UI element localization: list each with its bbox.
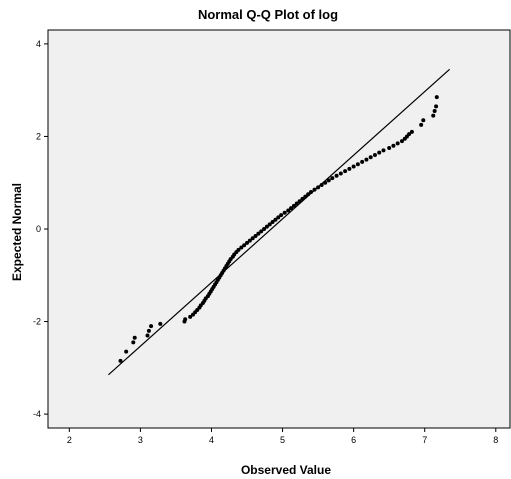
x-tick-label: 6 [351,435,356,445]
data-point [264,224,269,229]
data-point [387,146,392,151]
data-point [323,180,328,185]
data-point [183,317,188,322]
data-point [395,141,400,146]
data-point [300,196,305,201]
data-point [399,139,404,144]
x-axis: 2 3 4 5 6 7 8 [67,428,498,445]
data-point [308,189,313,194]
y-tick-label: -2 [33,317,41,327]
data-point [289,206,294,211]
data-point [245,240,250,245]
data-point [381,148,386,153]
x-tick-label: 2 [67,435,72,445]
data-point [391,143,396,148]
data-point [368,155,373,160]
data-point [377,150,382,155]
data-point [338,171,343,176]
data-point [259,229,264,234]
plot-area [47,29,511,429]
data-point [431,113,436,118]
chart-title: Normal Q-Q Plot of log [198,7,338,22]
y-tick-label: -4 [33,409,41,419]
data-point [434,95,439,100]
data-point [239,245,244,250]
data-point [330,176,335,181]
data-point [303,194,308,199]
data-point [253,233,258,238]
data-point [306,192,311,197]
data-point [409,129,414,134]
data-point [118,358,123,363]
y-axis-label: Expected Normal [10,183,24,281]
data-point [355,162,360,167]
data-point [291,203,296,208]
data-point [347,166,352,171]
data-point [297,199,302,204]
data-point [282,210,287,215]
data-point [326,178,331,183]
data-point [242,243,247,248]
data-point [372,152,377,157]
y-tick-label: 0 [36,224,41,234]
data-point [273,217,278,222]
data-point [270,220,275,225]
data-points [118,95,439,363]
data-point [124,349,129,354]
data-point [262,227,267,231]
data-point [407,132,412,137]
y-axis: -4 -2 0 2 4 [33,39,48,419]
data-point [146,328,151,333]
data-point [132,335,137,340]
x-tick-label: 3 [138,435,143,445]
data-point [419,122,424,127]
data-point [158,321,163,326]
data-point [286,208,291,213]
data-point [360,159,365,164]
x-tick-label: 5 [280,435,285,445]
y-tick-label: 4 [36,39,41,49]
y-tick-label: 2 [36,131,41,141]
data-point [364,157,369,162]
data-point [256,231,261,236]
x-tick-label: 7 [422,435,427,445]
data-point [145,333,150,338]
x-tick-label: 8 [493,435,498,445]
x-axis-label: Observed Value [241,463,331,477]
data-point [279,213,284,218]
data-point [294,201,299,206]
data-point [312,187,317,192]
data-point [351,164,356,169]
reference-line [108,68,450,376]
data-point [343,169,348,174]
data-point [319,183,324,188]
data-point [236,247,241,252]
data-point [276,215,281,220]
data-point [247,238,252,243]
data-point [188,314,193,319]
x-tick-label: 4 [209,435,214,445]
data-point [316,185,321,190]
data-point [149,324,154,329]
data-point [432,108,437,113]
data-point [131,340,136,345]
data-point [334,173,339,178]
data-point [421,118,426,123]
data-point [434,104,439,109]
data-point [267,222,272,227]
data-point [250,236,255,241]
